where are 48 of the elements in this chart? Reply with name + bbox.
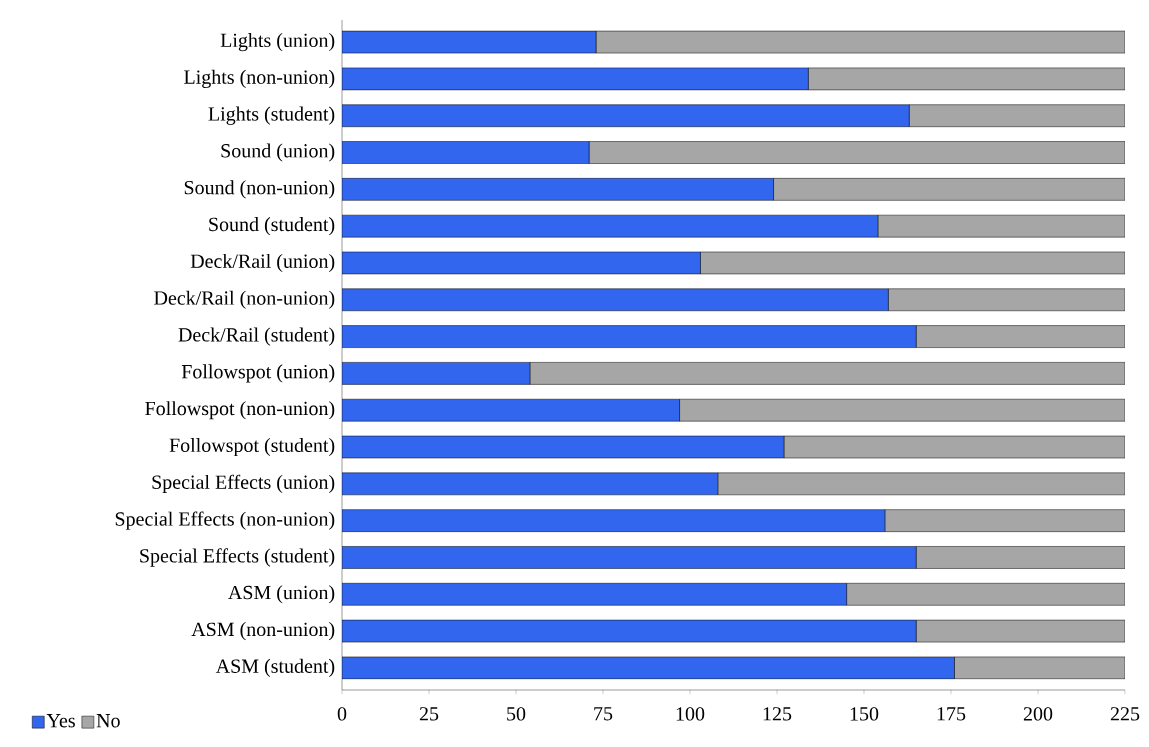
bar [342,141,590,164]
bar [342,509,886,532]
bar [342,656,955,680]
bar [342,214,879,238]
legend-label: Yes [46,714,75,728]
y-tick-label: Special Effects (non-union) [115,511,335,530]
bar [342,30,597,54]
y-tick-label: Lights (non-union) [184,69,335,88]
x-tick-label: 200 [1023,707,1053,721]
legend-label: No [96,714,120,728]
bar [342,251,701,275]
y-tick-label: Special Effects (student) [140,548,335,567]
bar [342,362,531,385]
y-tick-label: ASM (union) [228,585,335,604]
bar [342,288,889,312]
y-tick-label: ASM (student) [215,658,335,677]
y-tick-label: Sound (student) [209,217,335,236]
bar [342,619,917,643]
bar [342,178,774,201]
y-tick-label: ASM (non-union) [191,622,335,641]
bar [342,325,917,348]
x-tick-label: 0 [337,707,347,721]
y-tick-label: Sound (union) [221,143,335,162]
y-tick-label: Followspot (non-union) [145,401,335,420]
x-tick-label: 50 [507,707,526,721]
bar [342,583,847,606]
x-tick-label: 75 [594,707,613,721]
bar [342,472,719,496]
bar [342,398,680,422]
y-tick-label: Deck/Rail (student) [178,327,335,346]
x-tick-label: 225 [1110,707,1140,721]
x-tick-label: 100 [676,707,705,721]
y-tick-label: Deck/Rail (non-union) [154,290,335,309]
x-tick-label: 25 [419,707,439,721]
x-tick-label: 175 [937,707,966,721]
y-tick-label: Lights (union) [220,32,335,52]
bar [342,546,917,569]
y-tick-label: Special Effects (union) [152,474,335,494]
y-tick-label: Followspot (union) [181,364,335,383]
bar [342,104,910,127]
y-tick-label: Sound (non-union) [184,180,335,199]
x-tick-label: 150 [850,707,879,721]
bar [342,435,785,459]
x-tick-label: 125 [763,707,792,721]
bar [342,67,809,91]
y-tick-label: Deck/Rail (union) [190,253,335,273]
y-tick-label: Lights (student) [208,106,335,125]
y-tick-label: Followspot (student) [169,437,335,457]
